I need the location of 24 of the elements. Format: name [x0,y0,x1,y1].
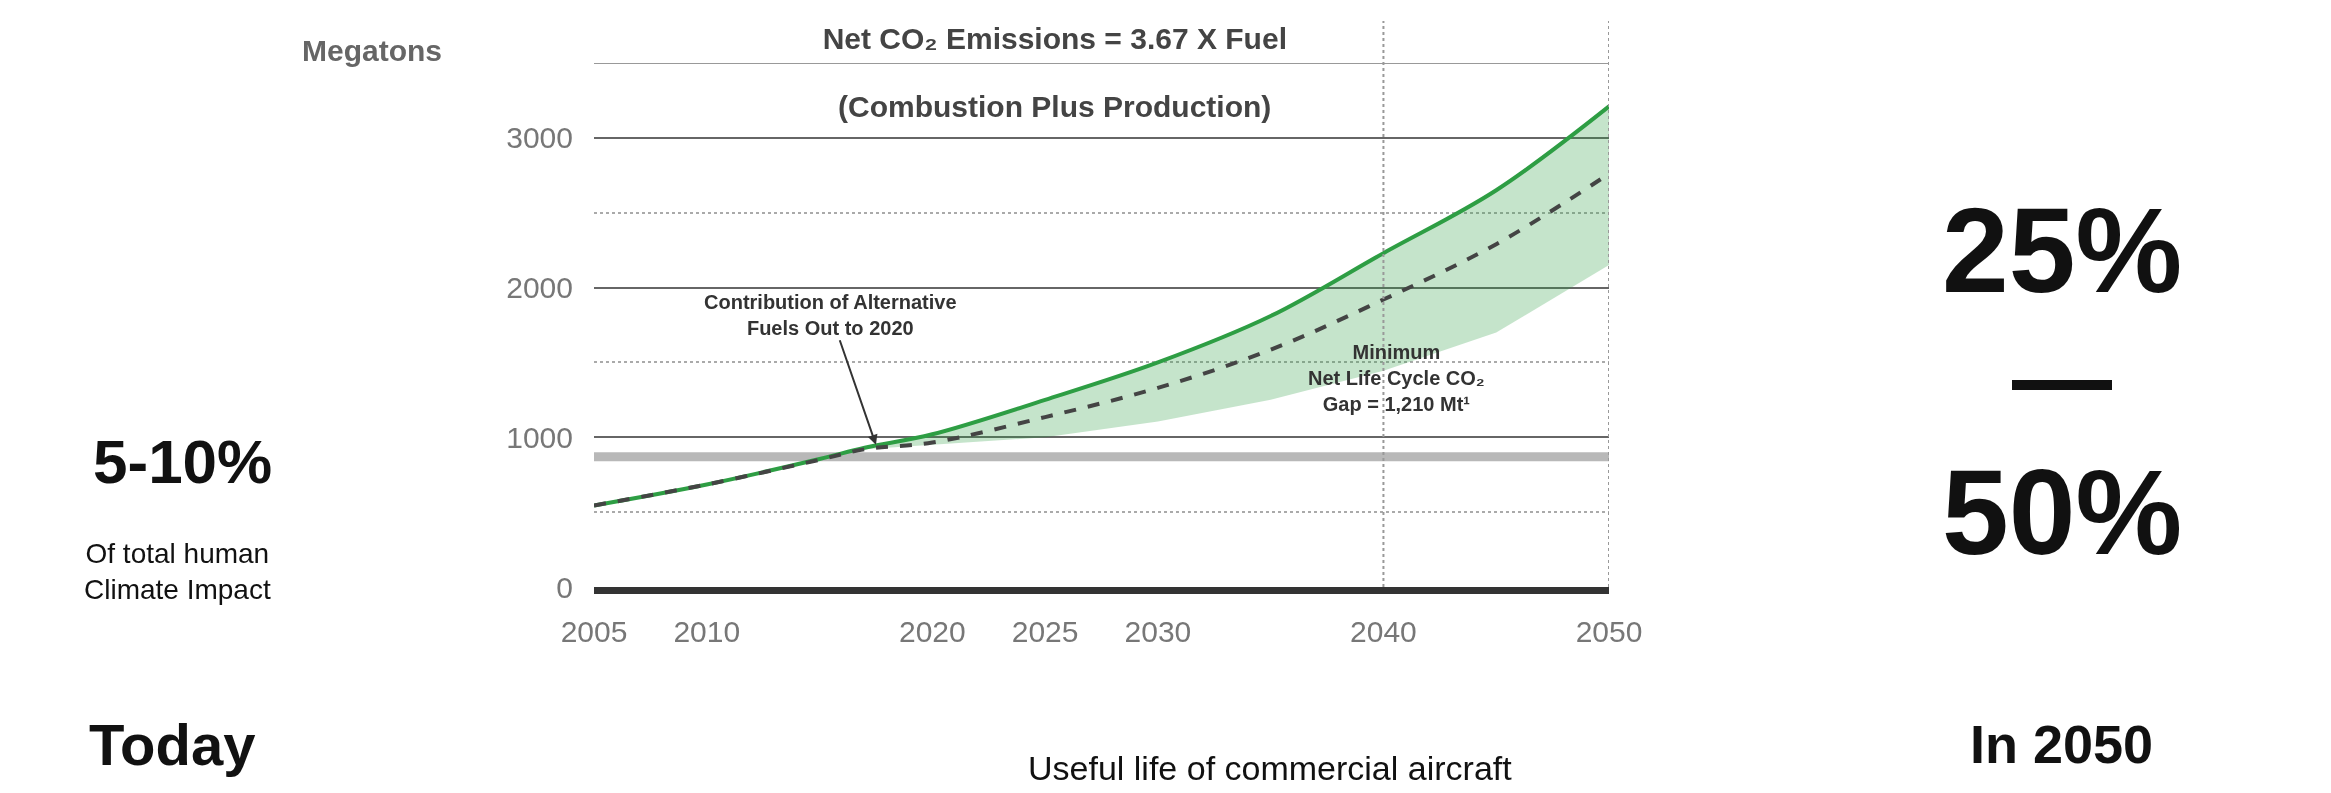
x-tick-label: 2005 [560,615,628,648]
band-label: Minimum Net Life Cycle CO₂ Gap = 1,210 Mt¹ [1308,341,1485,415]
text: — [2012,321,2112,433]
text: (Combustion Plus Production) [838,90,1272,123]
annotation: Contribution of Alternative Fuels Out to 2020 [704,291,957,339]
y-tick-label: 1000 [506,420,573,454]
x-tick-label: 2010 [673,615,741,648]
chart-title: Net CO₂ Emissions = 3.67 X Fuel [822,21,1287,55]
x-tick-label: 2050 [1575,615,1643,648]
text: Today [89,712,256,777]
y-axis-title: Megatons [302,34,443,67]
text: 5-10% [93,427,273,496]
y-tick-label: 2000 [506,271,573,305]
text: 25% [1942,183,2183,317]
x-tick-label: 2025 [1011,615,1079,648]
text: In 2050 [1970,714,2154,774]
x-tick-label: 2030 [1124,615,1192,648]
text: Useful life of commercial aircraft [1028,749,1513,787]
text: Of total human Climate Impact [84,538,271,606]
x-tick-label: 2040 [1350,615,1417,648]
y-tick-label: 0 [556,570,573,604]
text: 50% [1942,445,2183,579]
x-tick-label: 2020 [898,615,966,648]
y-tick-label: 3000 [506,121,573,155]
